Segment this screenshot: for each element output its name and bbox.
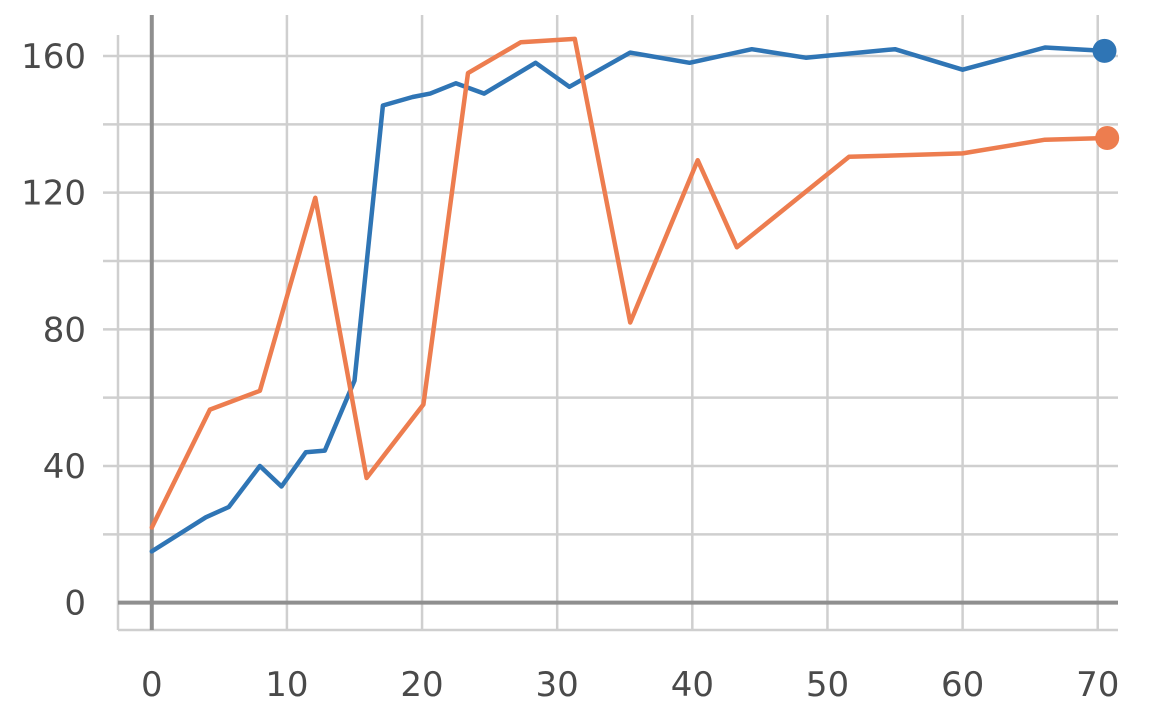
y-tick-label: 40 xyxy=(43,447,86,487)
plot-frame xyxy=(116,35,1118,632)
x-tick-label: 30 xyxy=(536,665,579,705)
series-end-point-2 xyxy=(1095,126,1120,150)
y-tick-label: 80 xyxy=(43,310,86,350)
series-line-2 xyxy=(149,36,1110,530)
x-tick-label: 20 xyxy=(400,665,443,705)
zero-axes xyxy=(118,15,1118,630)
y-tick-label: 120 xyxy=(21,174,86,214)
x-tick-label: 50 xyxy=(806,665,849,705)
x-tick-label: 40 xyxy=(671,665,714,705)
x-tick-label: 70 xyxy=(1076,665,1119,705)
x-tick-label: 60 xyxy=(941,665,984,705)
tick-labels: 0 10 20 30 40 50 60 70 0 40 80 120 160 xyxy=(21,37,1119,705)
x-tick-label: 10 xyxy=(265,665,308,705)
y-tick-label: 160 xyxy=(21,37,86,77)
grid-lines xyxy=(103,15,1118,630)
x-tick-label: 0 xyxy=(141,665,163,705)
series-end-point-1 xyxy=(1092,38,1117,63)
y-tick-label: 0 xyxy=(64,584,86,624)
series-lines xyxy=(149,36,1120,554)
series-line-1 xyxy=(149,45,1107,554)
